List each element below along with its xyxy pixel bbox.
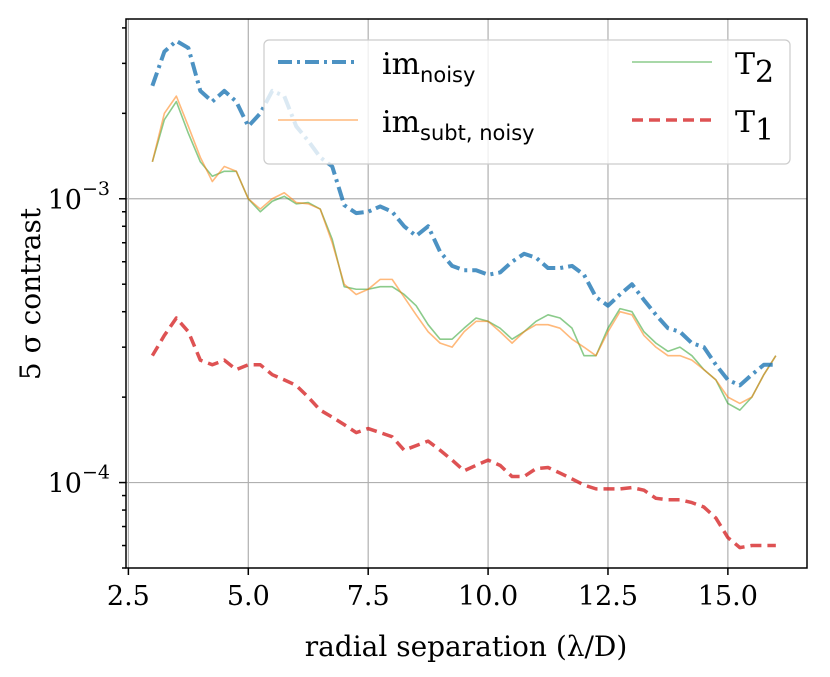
legend-label-main: im: [382, 105, 420, 140]
x-tick-label: 12.5: [578, 581, 638, 612]
x-tick-label: 7.5: [347, 581, 390, 612]
legend-label-1: imsubt, noisy: [382, 105, 535, 145]
legend-label-main: T: [735, 105, 755, 140]
legend-label-subscript: 1: [755, 113, 774, 148]
series-line-im-noisy: [150, 38, 776, 388]
legend-label-subscript: 2: [755, 55, 774, 90]
y-tick-base: 10: [48, 185, 82, 216]
legend-frame: [263, 39, 791, 165]
series-line-t-2: [151, 100, 777, 411]
legend-label-subscript: noisy: [420, 63, 475, 87]
x-tick-label: 5.0: [227, 581, 270, 612]
legend-label-main: im: [382, 47, 420, 82]
x-axis-label: radial separation (λ/D): [305, 630, 628, 663]
y-tick-base: 10: [48, 469, 82, 500]
y-axis-label: 5 σ contrast: [14, 207, 47, 380]
y-tick-label: 10−4: [48, 462, 110, 500]
y-tick-label: 10−3: [48, 178, 110, 216]
series-group: [150, 38, 777, 550]
y-tick-exponent: −3: [82, 178, 110, 200]
legend-label-3: T1: [735, 105, 774, 148]
legend-label-0: imnoisy: [382, 47, 475, 87]
x-tick-label: 15.0: [698, 581, 758, 612]
legend-label-subscript: subt, noisy: [420, 121, 535, 145]
series-line-t-1: [150, 316, 776, 550]
ticks: 2.5 5.0 7.5 10.0 12.5 15.010−410−3: [48, 27, 758, 612]
y-tick-exponent: −4: [82, 462, 110, 484]
axes-frame: [125, 18, 808, 569]
series-line-im-subt-noisy: [151, 95, 777, 405]
legend-label-main: T: [735, 47, 755, 82]
legend-label-2: T2: [735, 47, 774, 90]
x-tick-label: 2.5: [107, 581, 150, 612]
x-tick-label: 10.0: [458, 581, 518, 612]
